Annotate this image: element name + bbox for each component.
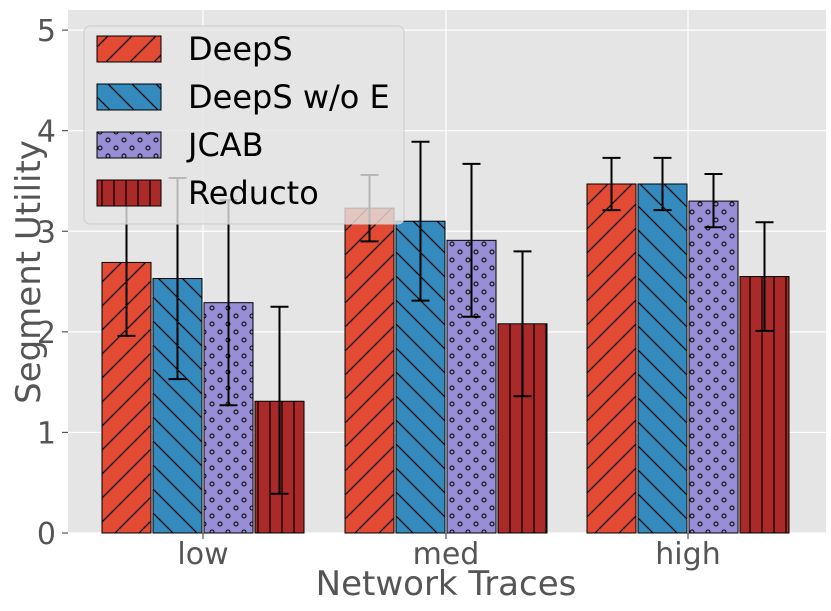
legend-swatch-hatch	[96, 35, 162, 63]
y-tick-label: 5	[37, 14, 56, 49]
legend-label: JCAB	[186, 126, 264, 164]
x-axis-ticks: low med high	[177, 533, 721, 572]
y-axis-ticks: 0 1 2 3 4 5	[37, 14, 68, 552]
bar-hatch	[344, 207, 395, 534]
y-tick-label: 1	[37, 416, 56, 451]
y-tick-label: 2	[37, 316, 56, 351]
y-tick-label: 3	[37, 215, 56, 250]
legend: DeepS DeepS w/o E JCAB Reducto	[83, 25, 405, 225]
x-tick-label: low	[177, 537, 228, 572]
legend-swatch-hatch	[96, 179, 162, 207]
y-axis-title: Segment Utility	[9, 140, 49, 404]
bar-hatch	[688, 200, 739, 534]
x-tick-label: high	[655, 537, 720, 572]
bar-hatch	[637, 183, 688, 534]
x-tick-label: med	[413, 537, 480, 572]
legend-label: Reducto	[188, 174, 319, 212]
bar-hatch	[586, 183, 637, 534]
legend-label: DeepS	[188, 30, 293, 68]
legend-label: DeepS w/o E	[188, 78, 390, 116]
y-tick-label: 4	[37, 115, 56, 150]
legend-swatch-hatch	[96, 131, 162, 159]
legend-swatch-hatch	[96, 83, 162, 111]
y-tick-label: 0	[37, 517, 56, 552]
legend-box	[83, 25, 405, 225]
x-axis-title: Network Traces	[316, 564, 577, 604]
